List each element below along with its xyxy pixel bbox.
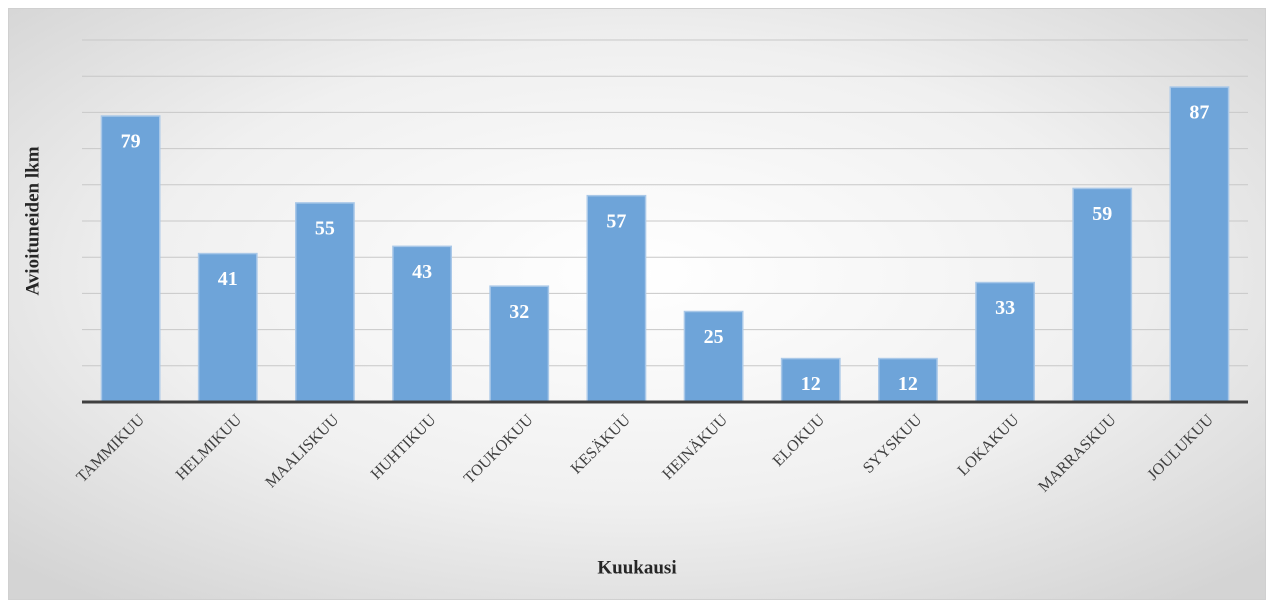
data-label: 12 xyxy=(801,373,821,395)
bar xyxy=(392,245,452,403)
data-label: 87 xyxy=(1189,102,1209,124)
data-label: 33 xyxy=(995,297,1015,319)
bar xyxy=(1072,187,1133,403)
data-label: 57 xyxy=(606,210,626,232)
data-label: 43 xyxy=(412,261,432,283)
data-label: 32 xyxy=(509,301,529,323)
data-label: 79 xyxy=(121,131,141,153)
data-label: 55 xyxy=(315,217,335,239)
bar xyxy=(683,310,744,403)
bar xyxy=(586,194,647,403)
data-label: 59 xyxy=(1092,203,1112,225)
bar xyxy=(1169,86,1230,403)
y-axis-title: Avioituneiden lkm xyxy=(22,146,43,295)
bar xyxy=(489,285,550,403)
data-label: 25 xyxy=(704,326,724,348)
x-axis-title: Kuukausi xyxy=(597,557,676,578)
bar xyxy=(100,115,161,403)
data-label: 41 xyxy=(218,268,238,290)
bar xyxy=(878,357,938,403)
bar xyxy=(975,281,1035,403)
data-label: 12 xyxy=(898,373,918,395)
bar xyxy=(780,357,841,403)
